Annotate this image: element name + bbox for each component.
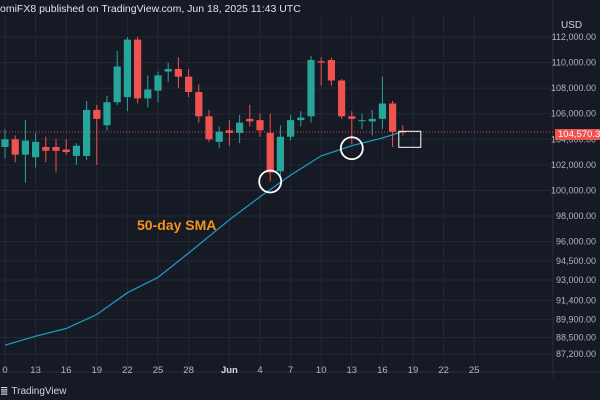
candle-body[interactable] xyxy=(52,146,60,151)
x-tick-label: 0 xyxy=(2,365,7,376)
candle-body[interactable] xyxy=(317,61,325,63)
y-tick-label: 98,000.00 xyxy=(556,211,596,221)
sma-annotation-label: 50-day SMA xyxy=(137,217,216,233)
highlight-circle-marker xyxy=(258,169,283,194)
y-tick-label: 112,000.00 xyxy=(552,32,596,42)
candle-body[interactable] xyxy=(327,60,335,81)
x-tick-label: 19 xyxy=(92,365,103,376)
last-price-badge: 104,570.30 xyxy=(555,129,600,140)
candle-body[interactable] xyxy=(103,102,111,126)
y-tick-label: 108,000.00 xyxy=(551,83,596,93)
candle-body[interactable] xyxy=(11,139,19,155)
candle-body[interactable] xyxy=(236,122,244,133)
candle-body[interactable] xyxy=(266,132,274,173)
candle-body[interactable] xyxy=(21,140,29,155)
candle-body[interactable] xyxy=(287,120,295,137)
candle-body[interactable] xyxy=(62,149,70,153)
y-tick-label: 110,000.00 xyxy=(552,58,596,68)
candle-body[interactable] xyxy=(205,116,213,140)
y-tick-label: 100,000.00 xyxy=(551,185,596,195)
candle-body[interactable] xyxy=(1,139,9,147)
x-tick-label: 13 xyxy=(347,365,358,376)
candle-body[interactable] xyxy=(297,117,305,121)
candle-body[interactable] xyxy=(276,136,284,172)
candle-body[interactable] xyxy=(225,130,233,133)
candle-body[interactable] xyxy=(83,109,91,156)
candle-body[interactable] xyxy=(338,80,346,117)
y-tick-label: 91,400.00 xyxy=(556,295,596,305)
candle-body[interactable] xyxy=(144,89,152,99)
y-tick-label: 88,500.00 xyxy=(556,332,596,342)
x-tick-label: Jun xyxy=(221,365,238,376)
tradingview-logo-icon: ≣ xyxy=(0,386,9,397)
candle-body[interactable] xyxy=(72,145,80,156)
x-tick-label: 22 xyxy=(122,365,133,376)
x-tick-label: 28 xyxy=(183,365,194,376)
candle-body[interactable] xyxy=(246,118,254,122)
y-tick-label: 96,000.00 xyxy=(556,237,596,247)
x-tick-label: 25 xyxy=(153,365,164,376)
tradingview-brand[interactable]: ≣ TradingView xyxy=(0,386,66,397)
y-tick-label: 106,000.00 xyxy=(551,109,596,119)
x-tick-label: 4 xyxy=(257,365,262,376)
candle-body[interactable] xyxy=(307,60,315,117)
candle-body[interactable] xyxy=(256,120,264,131)
sma-50-line xyxy=(4,131,403,346)
candle-body[interactable] xyxy=(378,103,386,119)
candle-body[interactable] xyxy=(389,103,397,132)
x-tick-label: 25 xyxy=(469,365,480,376)
candle-body[interactable] xyxy=(164,68,172,72)
x-tick-label: 16 xyxy=(61,365,72,376)
x-tick-label: 22 xyxy=(438,365,449,376)
y-tick-label: 87,200.00 xyxy=(556,349,596,359)
x-tick-label: 13 xyxy=(30,365,41,376)
x-tick-label: 19 xyxy=(408,365,419,376)
x-tick-label: 7 xyxy=(288,365,293,376)
candle-body[interactable] xyxy=(358,120,366,122)
candle-body[interactable] xyxy=(215,131,223,142)
candle-body[interactable] xyxy=(174,68,182,77)
candle-body[interactable] xyxy=(154,75,162,91)
candle-body[interactable] xyxy=(348,116,356,119)
candle-body[interactable] xyxy=(185,76,193,92)
candle-body[interactable] xyxy=(32,141,40,158)
y-tick-label: 102,000.00 xyxy=(551,160,596,170)
candle-body[interactable] xyxy=(368,118,376,122)
candle-body[interactable] xyxy=(42,146,50,151)
candle-body[interactable] xyxy=(134,39,142,99)
candle-body[interactable] xyxy=(93,109,101,119)
brand-text: TradingView xyxy=(11,386,67,397)
candle-body[interactable] xyxy=(195,91,203,117)
currency-label[interactable]: USD xyxy=(561,20,583,31)
x-tick-label: 10 xyxy=(316,365,327,376)
y-tick-label: 89,900.00 xyxy=(556,315,596,325)
publish-info: omiFX8 published on TradingView.com, Jun… xyxy=(0,3,301,15)
x-tick-label: 16 xyxy=(377,365,388,376)
candle-body[interactable] xyxy=(113,66,121,103)
candle-body[interactable] xyxy=(123,39,131,98)
highlight-circle-marker xyxy=(339,136,364,161)
y-tick-label: 93,000.00 xyxy=(556,275,596,285)
highlight-square-marker xyxy=(398,130,422,148)
y-tick-label: 94,500.00 xyxy=(556,256,596,266)
